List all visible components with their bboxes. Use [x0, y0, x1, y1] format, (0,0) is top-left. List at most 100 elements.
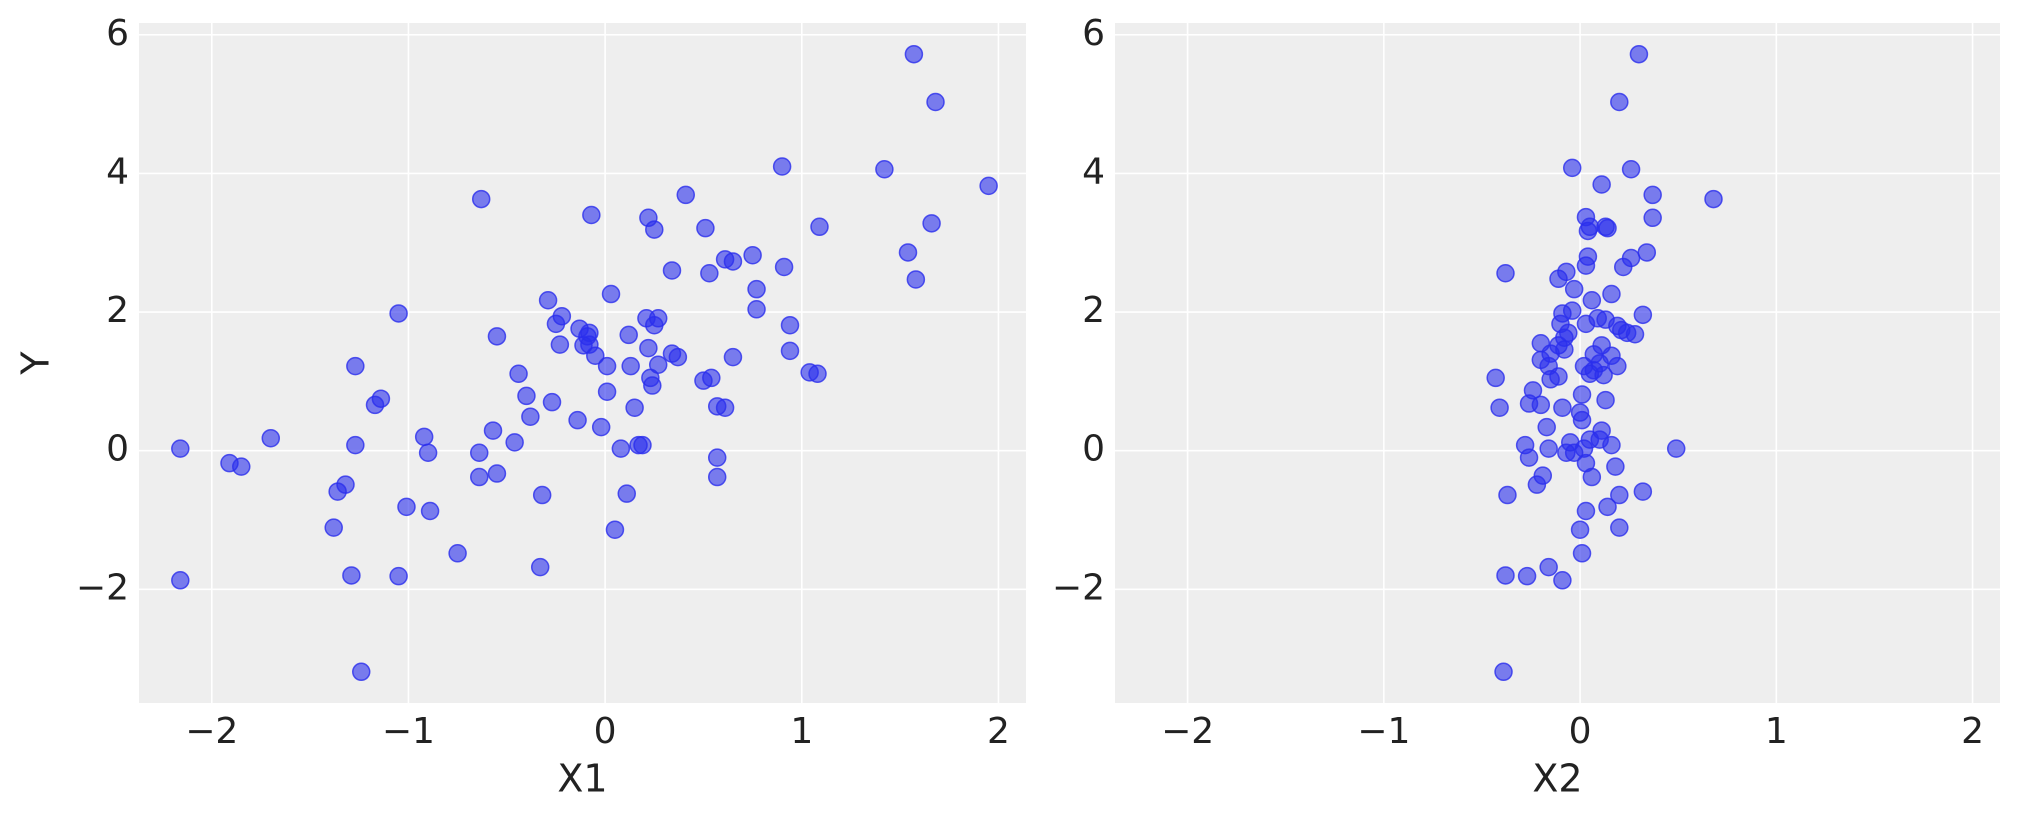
point — [532, 485, 552, 505]
point — [1486, 368, 1505, 388]
point — [1629, 44, 1649, 64]
point — [1582, 291, 1602, 310]
point — [639, 338, 658, 358]
point — [772, 157, 792, 176]
point — [1610, 92, 1629, 112]
point — [1517, 566, 1537, 586]
point — [1576, 314, 1596, 334]
point — [517, 386, 536, 406]
y-tick-label: 2 — [1082, 290, 1105, 331]
point — [342, 566, 361, 585]
point — [707, 448, 727, 467]
x-tick-label: 1 — [1765, 711, 1788, 752]
y-tick-label: 6 — [1082, 13, 1105, 54]
point — [1564, 279, 1584, 299]
point — [1592, 175, 1611, 194]
point — [662, 261, 682, 280]
plot-area — [139, 23, 1026, 703]
point — [875, 160, 894, 179]
y-tick-label: 6 — [106, 13, 129, 54]
point — [521, 407, 540, 426]
y-tick-label: −2 — [1052, 567, 1105, 608]
point — [597, 356, 617, 376]
y-tick-label: 2 — [106, 290, 129, 331]
point — [898, 243, 918, 262]
point — [625, 398, 644, 417]
x-tick-label: 2 — [987, 711, 1010, 752]
point — [648, 309, 668, 328]
point — [906, 270, 926, 289]
point — [1704, 189, 1723, 209]
point — [1531, 395, 1551, 415]
point — [538, 291, 558, 310]
point — [1519, 448, 1539, 467]
point — [568, 410, 587, 430]
point — [171, 439, 190, 458]
y-axis-label: Y — [14, 351, 58, 376]
point — [1610, 485, 1629, 505]
y-tick-label: 0 — [106, 429, 129, 470]
point — [1582, 467, 1602, 487]
x-tick-label: −2 — [185, 711, 238, 752]
point — [1553, 398, 1572, 417]
point — [715, 398, 735, 417]
point — [448, 544, 467, 563]
point — [747, 300, 766, 319]
point — [1633, 305, 1653, 325]
point — [601, 284, 621, 304]
point — [904, 44, 924, 64]
point — [418, 443, 438, 463]
point — [1596, 390, 1615, 410]
point — [926, 92, 945, 112]
x-axis-label: X2 — [1532, 757, 1582, 801]
point — [621, 356, 640, 376]
point — [979, 176, 998, 196]
x-tick-label: −1 — [1357, 711, 1410, 752]
point — [617, 484, 637, 503]
point — [1562, 158, 1582, 178]
point — [1643, 185, 1662, 205]
y-tick-label: 0 — [1082, 429, 1105, 470]
point — [1564, 443, 1584, 463]
point — [591, 417, 611, 437]
point — [1572, 544, 1592, 563]
point — [611, 439, 631, 458]
point — [530, 557, 550, 577]
point — [1541, 370, 1560, 389]
point — [1539, 439, 1558, 458]
point — [1496, 263, 1515, 283]
point — [1625, 324, 1645, 344]
point — [700, 263, 719, 283]
point — [676, 185, 696, 205]
point — [509, 364, 528, 383]
point — [1598, 218, 1617, 238]
point — [648, 355, 668, 374]
point — [1496, 566, 1515, 585]
point — [586, 346, 605, 365]
point — [1494, 662, 1513, 682]
point — [171, 571, 190, 590]
point — [1610, 518, 1629, 537]
point — [707, 467, 727, 487]
point — [471, 189, 491, 209]
point — [1576, 501, 1596, 521]
point — [780, 315, 800, 335]
point — [550, 335, 570, 354]
point — [1613, 257, 1633, 277]
point — [414, 427, 434, 447]
point — [1490, 398, 1509, 417]
point — [1539, 557, 1558, 577]
x-tick-label: 0 — [1569, 711, 1592, 752]
x-tick-label: 0 — [594, 711, 617, 752]
point — [1549, 269, 1568, 289]
y-tick-label: −2 — [76, 567, 129, 608]
point — [469, 443, 489, 463]
point — [328, 482, 347, 501]
point — [1537, 417, 1556, 437]
y-tick-label: 4 — [106, 151, 129, 192]
point — [261, 428, 281, 448]
point — [1578, 221, 1598, 241]
point — [1633, 482, 1653, 501]
point — [1643, 208, 1662, 228]
point — [633, 435, 652, 455]
